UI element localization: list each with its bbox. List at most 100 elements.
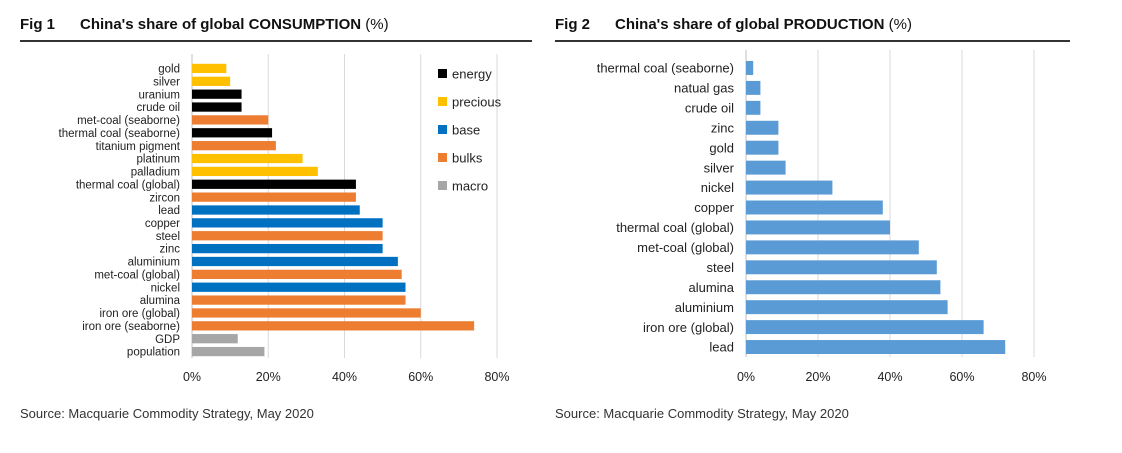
category-label: crude oil — [137, 102, 180, 114]
x-tick-label: 60% — [949, 370, 974, 384]
legend-swatch — [438, 97, 447, 106]
bar — [746, 180, 833, 195]
category-label: crude oil — [685, 101, 734, 116]
bar — [746, 140, 779, 155]
bar — [746, 60, 754, 75]
category-label: steel — [707, 260, 735, 275]
category-label: met-coal (global) — [94, 269, 180, 281]
bar — [192, 63, 227, 74]
legend-label: bulks — [452, 151, 483, 166]
bar — [192, 321, 475, 331]
category-label: lead — [709, 340, 734, 355]
category-label: silver — [704, 160, 735, 175]
x-tick-label: 60% — [408, 370, 433, 384]
bar — [192, 218, 383, 228]
bar — [746, 120, 779, 135]
category-label: titanium pigment — [96, 141, 181, 153]
fig1-title-rule — [20, 40, 532, 42]
bar — [192, 205, 360, 215]
category-label: iron ore (global) — [99, 308, 180, 320]
fig2-title: Fig 2 China's share of global PRODUCTION … — [555, 16, 912, 33]
bar — [746, 80, 761, 95]
category-label: met-coal (seaborne) — [77, 115, 180, 127]
fig1-title-main: China's share of global CONSUMPTION — [80, 16, 362, 33]
bar — [192, 192, 356, 202]
category-label: iron ore (seaborne) — [82, 321, 180, 333]
fig2-title-unit: (%) — [888, 16, 912, 33]
category-label: population — [127, 347, 180, 359]
fig2-title-rule — [555, 40, 1070, 42]
category-label: silver — [153, 76, 180, 88]
bar — [192, 308, 421, 318]
x-tick-label: 20% — [805, 370, 830, 384]
category-label: thermal coal (global) — [616, 220, 734, 235]
category-label: iron ore (global) — [643, 320, 734, 335]
category-label: thermal coal (seaborne) — [597, 61, 734, 76]
category-label: gold — [158, 64, 180, 76]
bar — [746, 240, 919, 255]
bar — [746, 320, 984, 335]
bar — [192, 89, 242, 99]
category-label: gold — [709, 140, 734, 155]
bar — [746, 100, 761, 115]
category-label: aluminium — [675, 300, 734, 315]
bar — [746, 300, 948, 315]
category-label: met-coal (global) — [637, 240, 734, 255]
bar — [192, 231, 383, 241]
category-label: thermal coal (seaborne) — [59, 128, 181, 140]
bar — [192, 179, 356, 189]
production-panel: Fig 2 China's share of global PRODUCTION … — [555, 0, 1122, 453]
x-tick-label: 80% — [1021, 370, 1046, 384]
category-label: platinum — [137, 154, 180, 166]
bar — [192, 282, 406, 292]
category-label: zinc — [160, 244, 181, 256]
x-tick-label: 20% — [256, 370, 281, 384]
fig1-source: Source: Macquarie Commodity Strategy, Ma… — [20, 406, 314, 421]
bar — [746, 220, 890, 235]
fig1-title: Fig 1 China's share of global CONSUMPTION… — [20, 16, 389, 33]
x-tick-label: 40% — [877, 370, 902, 384]
category-label: natual gas — [674, 81, 734, 96]
bar — [192, 346, 265, 357]
x-tick-label: 0% — [737, 370, 755, 384]
fig2-number: Fig 2 — [555, 16, 591, 33]
bar — [192, 76, 231, 86]
category-label: zircon — [149, 192, 180, 204]
category-label: alumina — [688, 280, 734, 295]
legend-swatch — [438, 125, 447, 134]
bar — [746, 260, 937, 275]
x-tick-label: 0% — [183, 370, 201, 384]
category-label: copper — [145, 218, 180, 230]
category-label: steel — [156, 231, 180, 243]
legend-swatch — [438, 69, 447, 78]
category-label: palladium — [131, 167, 180, 179]
bar — [746, 280, 941, 295]
legend-label: energy — [452, 67, 492, 82]
x-tick-label: 40% — [332, 370, 357, 384]
bar — [192, 269, 402, 279]
bar — [192, 115, 269, 125]
legend-label: macro — [452, 179, 488, 194]
category-label: nickel — [151, 282, 180, 294]
bar — [192, 153, 303, 164]
fig1-title-unit: (%) — [365, 16, 389, 33]
fig2-title-main: China's share of global PRODUCTION — [615, 16, 885, 33]
x-tick-label: 80% — [484, 370, 509, 384]
bar — [192, 256, 398, 267]
category-label: nickel — [701, 180, 734, 195]
legend-label: base — [452, 123, 480, 138]
category-label: uranium — [138, 89, 180, 101]
fig1-number: Fig 1 — [20, 16, 56, 33]
bar — [192, 141, 276, 151]
production-chart: 0% 20% 40% 60% 80% thermal coal (seaborne) nat… — [597, 50, 1047, 384]
category-label: GDP — [155, 334, 180, 346]
category-label: lead — [158, 205, 180, 217]
category-label: zinc — [711, 120, 735, 135]
category-label: alumina — [140, 295, 181, 307]
bar — [192, 166, 318, 177]
fig2-source: Source: Macquarie Commodity Strategy, Ma… — [555, 406, 849, 421]
legend-label: precious — [452, 95, 502, 110]
bar — [192, 243, 383, 254]
category-label: aluminium — [128, 257, 180, 269]
